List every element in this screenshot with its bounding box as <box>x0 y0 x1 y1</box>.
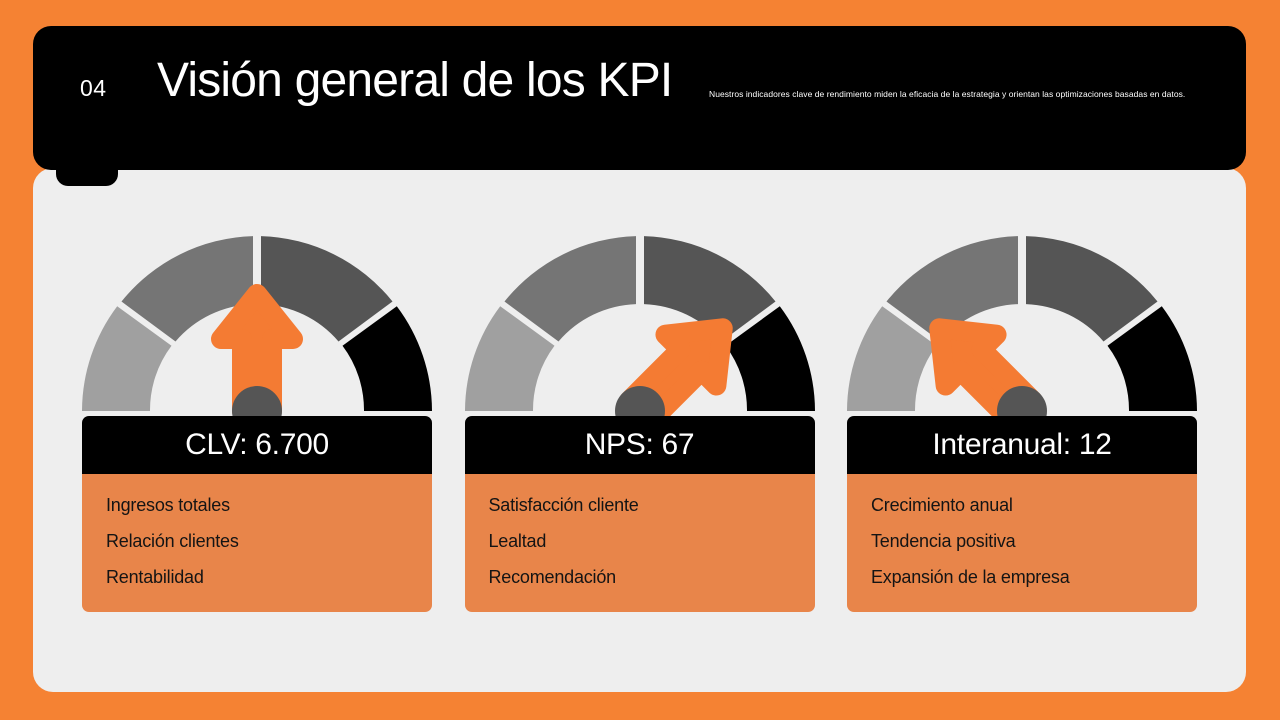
gauge-svg-nps <box>464 236 815 416</box>
gauge-segment-3 <box>643 236 775 342</box>
kpi-columns: CLV: 6.700 Ingresos totales Relación cli… <box>33 168 1246 692</box>
kpi-card-title: CLV: 6.700 <box>82 416 432 474</box>
gauge-segments <box>847 236 1197 411</box>
kpi-card-items: Ingresos totales Relación clientes Renta… <box>82 474 432 612</box>
gauge-hub <box>997 386 1047 416</box>
list-item: Satisfacción cliente <box>488 495 639 515</box>
kpi-column-nps: NPS: 67 Satisfacción cliente Lealtad Rec… <box>464 226 815 692</box>
kpi-card-title: NPS: 67 <box>464 416 815 474</box>
page-title: Visión general de los KPI <box>157 54 673 107</box>
gauge-chart-clv <box>82 226 432 416</box>
gauge-segment-1 <box>464 306 554 411</box>
list-item: Recomendación <box>488 567 617 587</box>
kpi-column-interanual: Interanual: 12 Crecimiento anual Tendenc… <box>847 226 1197 692</box>
gauge-svg-clv <box>82 236 432 416</box>
list-item: Relación clientes <box>106 531 239 551</box>
gauge-segment-4 <box>1107 306 1197 411</box>
gauge-segment-3 <box>1026 236 1158 342</box>
list-item: Rentabilidad <box>106 567 204 587</box>
gauge-chart-interanual <box>847 226 1197 416</box>
gauge-segment-1 <box>82 306 172 411</box>
list-item: Lealtad <box>488 531 547 551</box>
list-item: Crecimiento anual <box>871 495 1013 515</box>
list-item: Tendencia positiva <box>871 531 1016 551</box>
gauge-segment-2 <box>886 236 1018 342</box>
gauge-segment-1 <box>847 306 937 411</box>
gauge-hub <box>232 386 282 416</box>
gauge-segments <box>464 236 815 411</box>
gauge-segment-3 <box>261 236 393 342</box>
kpi-card-items: Satisfacción cliente Lealtad Recomendaci… <box>464 474 815 612</box>
header-bar: 04 Visión general de los KPI Nuestros in… <box>33 26 1246 170</box>
kpi-card-items: Crecimiento anual Tendencia positiva Exp… <box>847 474 1197 612</box>
kpi-card-interanual[interactable]: Interanual: 12 Crecimiento anual Tendenc… <box>847 416 1197 612</box>
gauge-segments <box>82 236 432 411</box>
gauge-segment-2 <box>121 236 253 342</box>
kpi-card-clv[interactable]: CLV: 6.700 Ingresos totales Relación cli… <box>82 416 432 612</box>
gauge-segment-4 <box>342 306 432 411</box>
kpi-card-nps[interactable]: NPS: 67 Satisfacción cliente Lealtad Rec… <box>464 416 815 612</box>
section-number: 04 <box>80 75 107 101</box>
kpi-column-clv: CLV: 6.700 Ingresos totales Relación cli… <box>82 226 432 692</box>
gauge-segment-2 <box>504 236 636 342</box>
list-item: Expansión de la empresa <box>871 567 1070 587</box>
gauge-segment-4 <box>725 306 815 411</box>
gauge-svg-interanual <box>847 236 1197 416</box>
page-subtitle: Nuestros indicadores clave de rendimient… <box>709 89 1186 99</box>
gauge-hub <box>614 386 665 416</box>
kpi-card-title: Interanual: 12 <box>847 416 1197 474</box>
list-item: Ingresos totales <box>106 495 230 515</box>
header-tab-notch <box>56 160 118 186</box>
gauge-chart-nps <box>464 226 815 416</box>
